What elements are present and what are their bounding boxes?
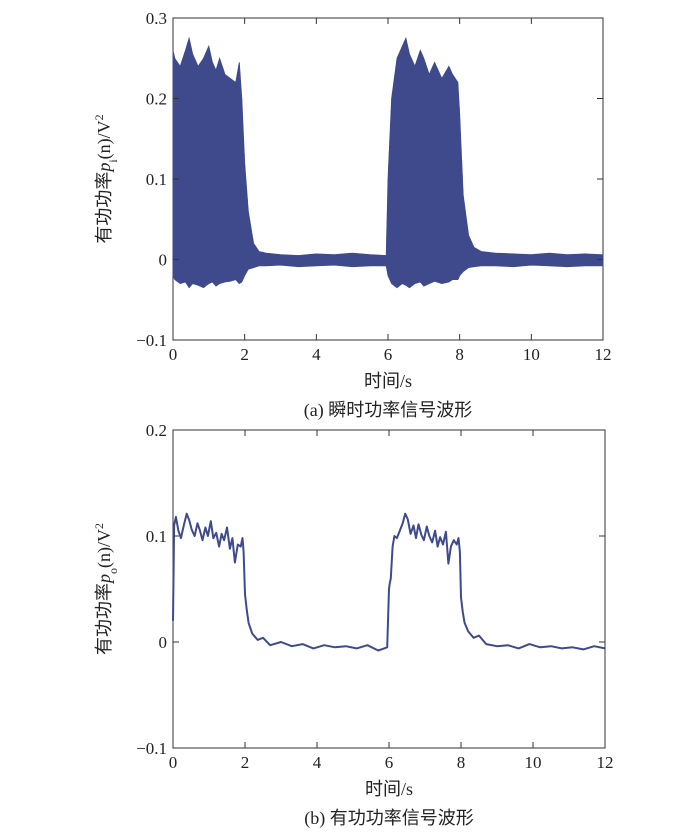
y-tick-label-b: 0.1	[146, 527, 167, 546]
y-tick-label-b: −0.1	[136, 739, 167, 758]
y-axis-label-b-var: p	[94, 574, 114, 585]
y-tick-label-b: 0.2	[146, 421, 167, 440]
x-tick-label-b: 4	[313, 753, 322, 772]
y-tick-label-a: 0.3	[146, 9, 167, 28]
x-tick-label-a: 12	[595, 345, 612, 364]
panel-b-line	[172, 512, 606, 652]
x-tick-label-a: 6	[384, 345, 393, 364]
panel-a-waveform	[172, 36, 604, 289]
x-tick-label-b: 8	[457, 753, 466, 772]
x-axis-label-b: 时间/s	[365, 779, 413, 799]
y-axis-label-b-arg: (n)/V	[94, 529, 115, 568]
y-axis-label-b-sub: o	[106, 568, 120, 574]
y-tick-label-a: 0	[159, 251, 168, 270]
x-tick-label-a: 0	[169, 345, 178, 364]
y-tick-label-b: 0	[159, 633, 168, 652]
panel-a-chart: 0 2 4 6 8 10 12−0.100.10.20.3 时间/s 有功功率pi(n)/V…	[92, 9, 612, 421]
y-tick-label-a: 0.2	[146, 90, 167, 109]
y-axis-label-a-sub: i	[106, 159, 120, 163]
x-tick-label-a: 8	[455, 345, 464, 364]
y-axis-label-a-prefix: 有功功率	[94, 172, 114, 244]
x-axis-label-a: 时间/s	[364, 371, 412, 391]
y-axis-label-b-prefix: 有功功率	[94, 583, 114, 655]
y-axis-label-b: 有功功率po(n)/V2	[92, 523, 120, 655]
panel-a-ticks: 0 2 4 6 8 10 12−0.100.10.20.3	[136, 9, 611, 364]
y-tick-label-a: 0.1	[146, 170, 167, 189]
x-tick-label-b: 6	[385, 753, 394, 772]
x-tick-label-a: 2	[240, 345, 249, 364]
x-tick-label-b: 0	[169, 753, 178, 772]
x-tick-label-b: 2	[241, 753, 250, 772]
x-tick-label-b: 10	[525, 753, 542, 772]
panel-b-chart: 0 2 4 6 8 10 12−0.100.10.2 时间/s 有功功率po(n)/V2 (…	[92, 421, 614, 829]
x-tick-label-a: 10	[523, 345, 540, 364]
y-tick-label-a: −0.1	[136, 331, 167, 350]
caption-a: (a) 瞬时功率信号波形	[304, 400, 472, 421]
y-axis-label-a: 有功功率pi(n)/V2	[92, 114, 120, 243]
y-axis-label-b-sup: 2	[92, 523, 106, 529]
caption-b: (b) 有功功率信号波形	[304, 808, 474, 829]
waveform-oscillation-a	[172, 38, 604, 288]
series-line-b	[172, 512, 606, 652]
x-tick-label-a: 4	[312, 345, 321, 364]
y-axis-label-a-arg: (n)/V	[94, 120, 115, 159]
y-axis-label-a-sup: 2	[92, 114, 106, 120]
y-axis-label-a-var: p	[94, 163, 114, 174]
x-tick-label-b: 12	[597, 753, 614, 772]
panel-b-ticks: 0 2 4 6 8 10 12−0.100.10.2	[136, 421, 613, 772]
